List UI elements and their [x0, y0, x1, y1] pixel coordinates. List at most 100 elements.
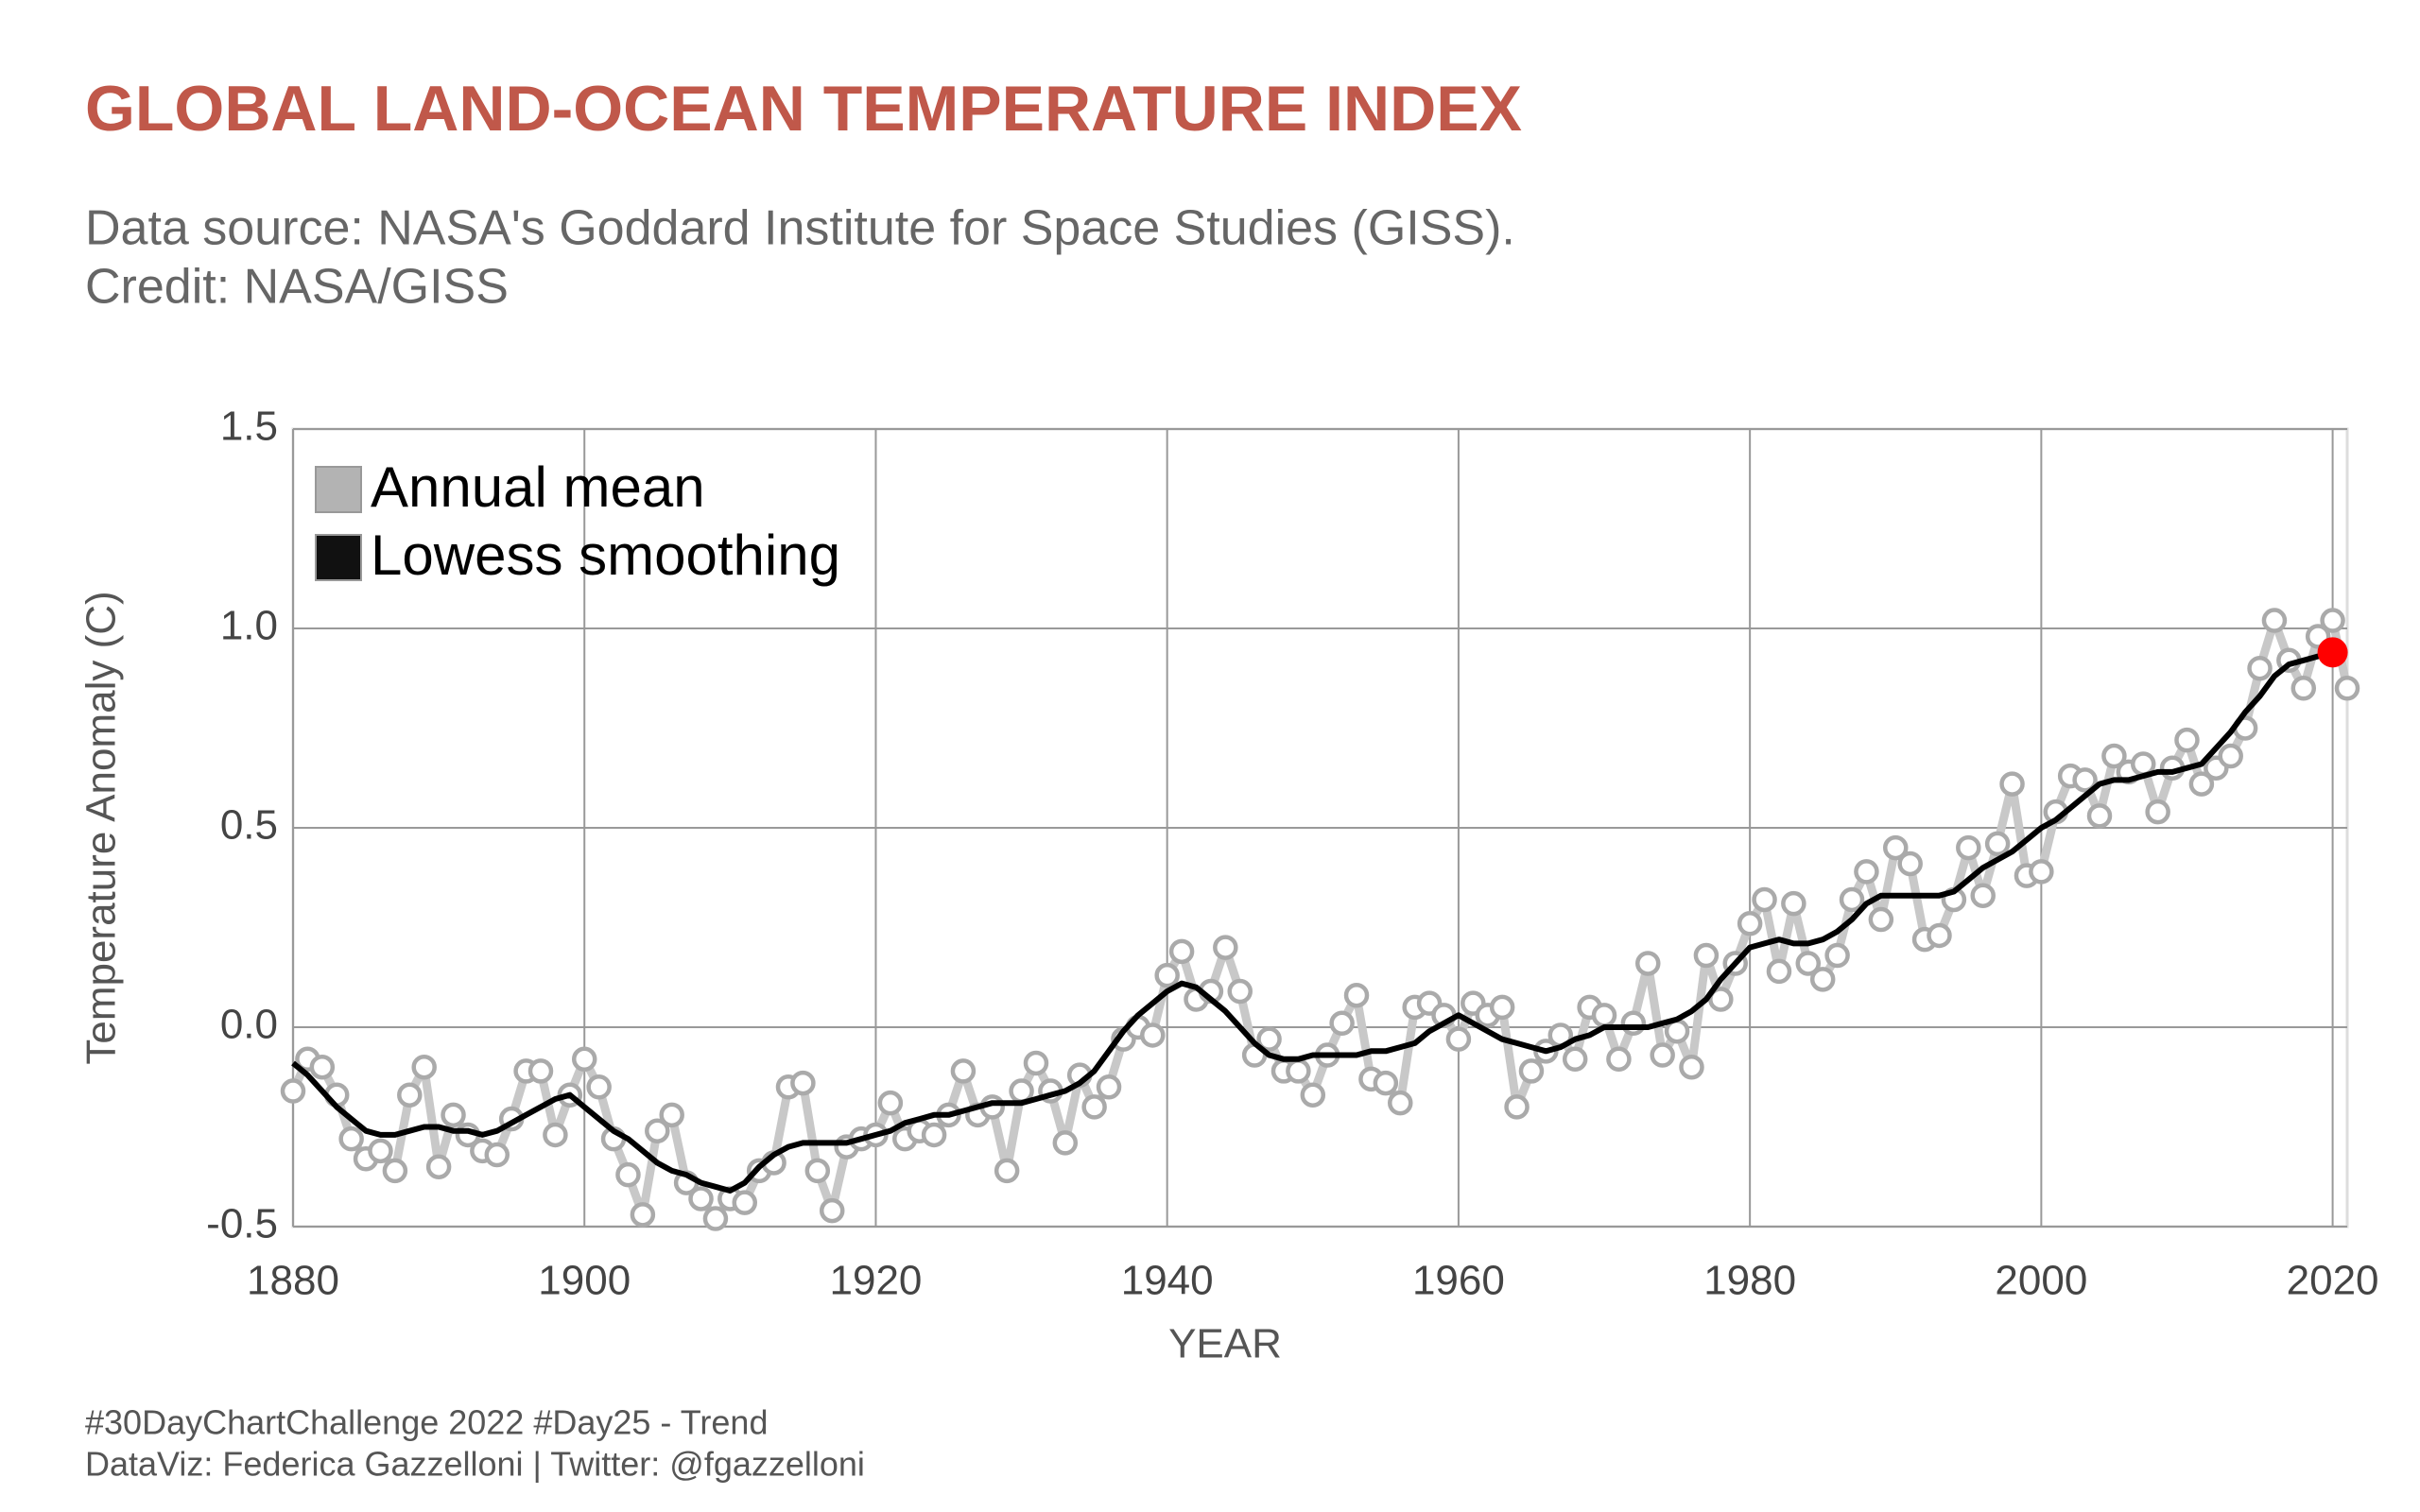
annual-point	[921, 1122, 947, 1148]
annual-point	[571, 1046, 597, 1073]
annual-point	[382, 1158, 408, 1184]
legend-swatch	[315, 534, 362, 581]
y-tick-label: 0.0	[220, 1002, 278, 1048]
annual-point	[1752, 886, 1777, 913]
annual-point	[1168, 938, 1195, 965]
legend-swatch	[315, 466, 362, 513]
annual-point	[2029, 859, 2054, 885]
annual-point	[1882, 834, 1909, 861]
annual-point	[1300, 1082, 1326, 1108]
annual-point	[1227, 978, 1253, 1005]
annual-point	[1256, 1026, 1282, 1052]
annual-point	[2086, 803, 2113, 829]
annual-point	[1737, 911, 1763, 936]
annual-point	[280, 1078, 306, 1104]
annual-point	[1708, 987, 1734, 1012]
annual-point	[2188, 771, 2215, 797]
annual-point	[1286, 1058, 1311, 1084]
annual-point	[994, 1158, 1020, 1184]
annual-point	[688, 1186, 714, 1211]
annual-point	[1081, 1094, 1107, 1120]
x-tick-label: 2000	[1995, 1258, 2087, 1304]
annual-point	[441, 1102, 466, 1128]
annual-point	[1213, 935, 1238, 960]
legend-label: Lowess smoothing	[371, 524, 840, 587]
annual-point	[411, 1054, 437, 1080]
annual-point	[950, 1058, 977, 1084]
annual-point	[1854, 859, 1879, 885]
annual-point	[1591, 1003, 1617, 1028]
annual-point	[659, 1102, 684, 1128]
annual-point	[1970, 883, 1996, 908]
annual-point	[1329, 1010, 1355, 1037]
annual-point	[2101, 743, 2127, 769]
annual-point	[1343, 982, 1370, 1008]
annual-point	[1606, 1046, 1632, 1073]
annual-point	[2174, 727, 2200, 753]
annual-point	[1096, 1074, 1122, 1100]
annual-point	[1445, 1026, 1472, 1052]
legend-label: Annual mean	[371, 455, 705, 519]
annual-point	[2218, 743, 2243, 769]
annual-point	[1562, 1046, 1588, 1073]
annual-point	[1140, 1022, 1166, 1048]
x-axis-label: YEAR	[1168, 1321, 1282, 1367]
annual-point	[1023, 1050, 1049, 1076]
annual-point	[1984, 831, 2011, 857]
annual-point	[1927, 922, 1952, 949]
annual-point	[1504, 1094, 1530, 1120]
caption: DataViz: Federica Gazzelloni | Twitter: …	[85, 1445, 865, 1484]
annual-point	[2261, 608, 2288, 633]
highlight-point	[2317, 637, 2348, 668]
annual-point	[790, 1070, 816, 1096]
annual-point	[1373, 1070, 1399, 1096]
annual-point	[732, 1190, 758, 1215]
annual-point	[645, 1118, 670, 1143]
annual-point	[338, 1125, 364, 1152]
annual-point	[1897, 850, 1923, 877]
annual-point	[543, 1122, 568, 1148]
annual-point	[1154, 962, 1180, 988]
annual-point	[1518, 1058, 1545, 1084]
annual-point	[1999, 771, 2025, 797]
annual-point	[877, 1090, 904, 1116]
annual-point	[702, 1206, 729, 1231]
y-tick-label: -0.5	[206, 1201, 278, 1247]
x-tick-label: 1920	[830, 1258, 923, 1304]
y-tick-label: 1.5	[220, 404, 278, 450]
annual-point	[1766, 958, 1792, 985]
annual-point	[1824, 942, 1850, 969]
x-tick-label: 1900	[538, 1258, 631, 1304]
annual-point	[309, 1054, 336, 1080]
annual-point	[2072, 767, 2098, 793]
x-tick-label: 1880	[247, 1258, 339, 1304]
annual-point	[1650, 1042, 1675, 1068]
annual-point	[804, 1158, 831, 1184]
x-tick-label: 1940	[1121, 1258, 1214, 1304]
subtitle: Credit: NASA/GISS	[85, 260, 509, 315]
annual-point	[2145, 799, 2170, 825]
annual-point	[425, 1154, 452, 1179]
subtitle: Data source: NASA's Goddard Institute fo…	[85, 201, 1515, 256]
annual-point	[1795, 951, 1822, 976]
chart-title: GLOBAL LAND-OCEAN TEMPERATURE INDEX	[85, 73, 1522, 145]
annual-point	[1388, 1090, 1413, 1116]
y-tick-label: 1.0	[220, 603, 278, 649]
annual-point	[1809, 967, 1836, 992]
caption: #30DayChartChallenge 2022 #Day25 - Trend	[85, 1403, 768, 1442]
annual-point	[1956, 834, 1981, 861]
annual-point	[397, 1082, 423, 1108]
annual-point	[1781, 890, 1806, 917]
annual-point	[586, 1074, 612, 1100]
annual-point	[1052, 1130, 1079, 1156]
annual-point	[1679, 1054, 1704, 1080]
annual-point	[1839, 886, 1865, 913]
x-tick-label: 1980	[1703, 1258, 1796, 1304]
annual-point	[630, 1202, 656, 1228]
annual-point	[1868, 906, 1894, 933]
annual-point	[368, 1138, 393, 1164]
annual-point	[819, 1197, 845, 1224]
annual-point	[2247, 655, 2273, 681]
